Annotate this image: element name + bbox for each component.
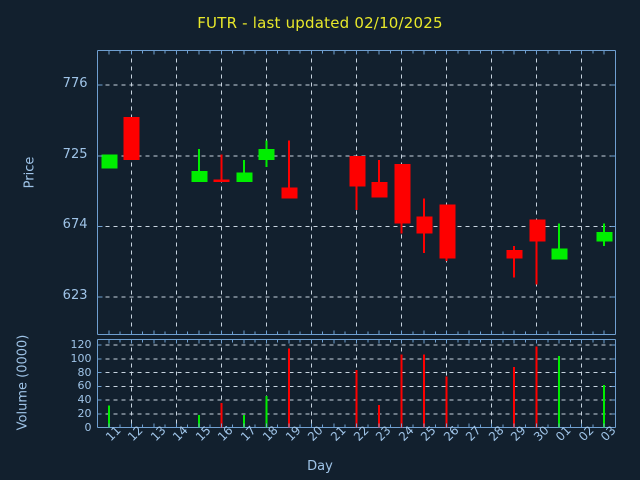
candle-body bbox=[236, 172, 253, 183]
candle-body bbox=[596, 231, 613, 242]
price-tick-label: 674 bbox=[62, 217, 88, 233]
volume-tick-label: 120 bbox=[70, 338, 92, 351]
candle-body bbox=[371, 182, 388, 198]
candle-body bbox=[506, 249, 523, 259]
candlestick bbox=[394, 164, 411, 234]
candlestick bbox=[281, 140, 298, 199]
candle-body bbox=[394, 164, 411, 224]
candle-body bbox=[349, 155, 366, 187]
candlestick bbox=[191, 148, 208, 183]
candlestick bbox=[349, 155, 366, 210]
volume-tick-label: 0 bbox=[84, 420, 92, 434]
candlestick bbox=[529, 219, 546, 285]
volume-tick-label: 40 bbox=[77, 393, 92, 406]
price-tick-label: 776 bbox=[62, 76, 88, 92]
candle-body bbox=[258, 148, 275, 160]
volume-tick-label: 80 bbox=[77, 365, 92, 379]
day-axis-label: Day bbox=[307, 459, 333, 474]
volume-tick-label: 20 bbox=[77, 406, 92, 420]
candlestick bbox=[258, 140, 275, 167]
candle-body bbox=[551, 248, 568, 260]
candlestick bbox=[596, 223, 613, 246]
candle-body bbox=[529, 219, 546, 242]
candle-layer bbox=[101, 116, 613, 285]
candle-body bbox=[281, 187, 298, 199]
price-tick-label: 725 bbox=[62, 146, 88, 162]
candle-body bbox=[191, 171, 208, 183]
candlestick bbox=[551, 223, 568, 260]
candlestick bbox=[416, 198, 433, 253]
price-tick-label: 623 bbox=[62, 288, 88, 304]
candlestick bbox=[506, 245, 523, 278]
candlestick bbox=[101, 154, 118, 169]
candle-body bbox=[416, 216, 433, 234]
candlestick bbox=[236, 159, 253, 183]
candlestick bbox=[123, 116, 140, 160]
candle-body bbox=[439, 204, 456, 259]
chart-title: FUTR - last updated 02/10/2025 bbox=[197, 14, 443, 32]
volume-tick-label: 60 bbox=[77, 379, 92, 393]
candle-body bbox=[213, 179, 230, 183]
tick-marks bbox=[97, 50, 616, 428]
candlestick bbox=[371, 159, 388, 198]
volume-layer bbox=[107, 346, 606, 428]
volume-tick-label: 100 bbox=[70, 351, 92, 365]
candlestick bbox=[439, 204, 456, 262]
candle-body bbox=[123, 116, 140, 160]
candle-body bbox=[101, 154, 118, 169]
candlestick bbox=[213, 154, 230, 183]
